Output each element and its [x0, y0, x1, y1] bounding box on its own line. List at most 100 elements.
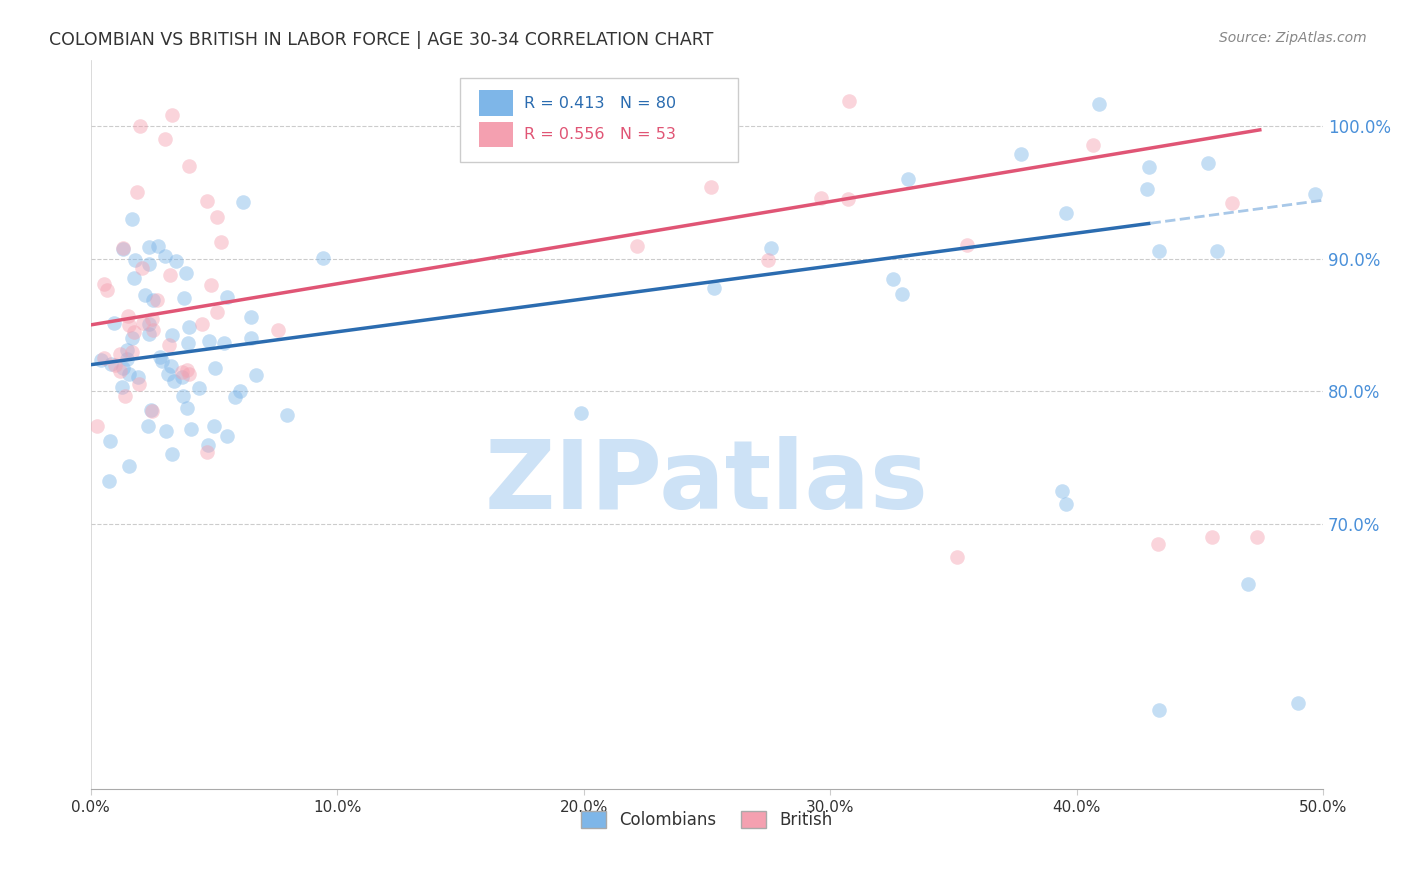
Text: ZIPatlas: ZIPatlas	[485, 436, 929, 529]
Point	[548, 132, 571, 146]
Point	[245, 368, 267, 382]
Point	[955, 237, 977, 252]
Point	[700, 180, 723, 194]
Point	[177, 335, 200, 350]
Point	[159, 268, 181, 282]
Point	[1054, 206, 1077, 220]
Point	[124, 252, 146, 267]
Point	[108, 347, 131, 361]
Point	[131, 261, 153, 276]
Point	[198, 334, 221, 349]
Point	[890, 286, 912, 301]
Point	[156, 368, 179, 382]
Point	[157, 337, 180, 351]
Point	[150, 354, 173, 368]
Point	[114, 388, 136, 402]
Point	[117, 310, 139, 324]
Point	[98, 434, 121, 449]
Point	[132, 316, 155, 330]
Point	[1206, 244, 1229, 258]
Point	[569, 405, 592, 419]
Point	[896, 172, 918, 186]
Point	[177, 368, 200, 382]
Point	[224, 390, 246, 404]
Point	[141, 404, 163, 418]
Legend: Colombians, British: Colombians, British	[574, 804, 839, 836]
Point	[121, 344, 143, 359]
Point	[312, 251, 335, 265]
Point	[173, 291, 195, 305]
Point	[103, 316, 125, 330]
Point	[205, 305, 228, 319]
Point	[215, 290, 238, 304]
Point	[129, 119, 152, 133]
Point	[240, 331, 263, 345]
Point	[1303, 186, 1326, 201]
Point	[882, 272, 904, 286]
Point	[98, 475, 121, 489]
Point	[115, 351, 138, 366]
Point	[160, 446, 183, 460]
Point	[229, 384, 252, 398]
Point	[160, 359, 183, 373]
Point	[1288, 696, 1310, 710]
Point	[837, 192, 859, 206]
Point	[112, 361, 135, 376]
Point	[172, 389, 194, 403]
Point	[112, 241, 135, 255]
Point	[1147, 244, 1170, 259]
Point	[1149, 703, 1171, 717]
Point	[125, 185, 148, 199]
Point	[202, 418, 225, 433]
Point	[641, 130, 664, 145]
Point	[1201, 530, 1223, 544]
Point	[138, 317, 160, 331]
Point	[163, 375, 186, 389]
Point	[115, 343, 138, 357]
Point	[188, 381, 211, 395]
Point	[176, 363, 198, 377]
Point	[1136, 182, 1159, 196]
Point	[232, 194, 254, 209]
Point	[100, 357, 122, 371]
Point	[214, 336, 236, 351]
Point	[127, 370, 149, 384]
Point	[118, 367, 141, 381]
Point	[136, 418, 159, 433]
Point	[810, 191, 832, 205]
Point	[172, 365, 194, 379]
Point	[148, 238, 170, 252]
Point	[1010, 146, 1032, 161]
Point	[756, 253, 779, 268]
Point	[138, 257, 160, 271]
Point	[1197, 155, 1219, 169]
Point	[1056, 497, 1078, 511]
Point	[195, 445, 218, 459]
Point	[141, 403, 163, 417]
Point	[111, 242, 134, 256]
Point	[138, 327, 160, 342]
Point	[267, 323, 290, 337]
Point	[1081, 137, 1104, 152]
Point	[93, 351, 115, 365]
Point	[1237, 576, 1260, 591]
Text: Source: ZipAtlas.com: Source: ZipAtlas.com	[1219, 31, 1367, 45]
Point	[946, 550, 969, 565]
Point	[170, 370, 193, 384]
Point	[153, 249, 176, 263]
Point	[86, 419, 108, 434]
Point	[122, 270, 145, 285]
Point	[838, 95, 860, 109]
Point	[160, 108, 183, 122]
Point	[118, 318, 141, 333]
Point	[1050, 483, 1073, 498]
Point	[108, 363, 131, 377]
Point	[153, 132, 176, 146]
Point	[191, 317, 214, 331]
Point	[93, 277, 115, 291]
Point	[111, 380, 134, 394]
Point	[1137, 160, 1160, 174]
Point	[217, 429, 239, 443]
Point	[96, 283, 118, 297]
Point	[1220, 196, 1243, 211]
